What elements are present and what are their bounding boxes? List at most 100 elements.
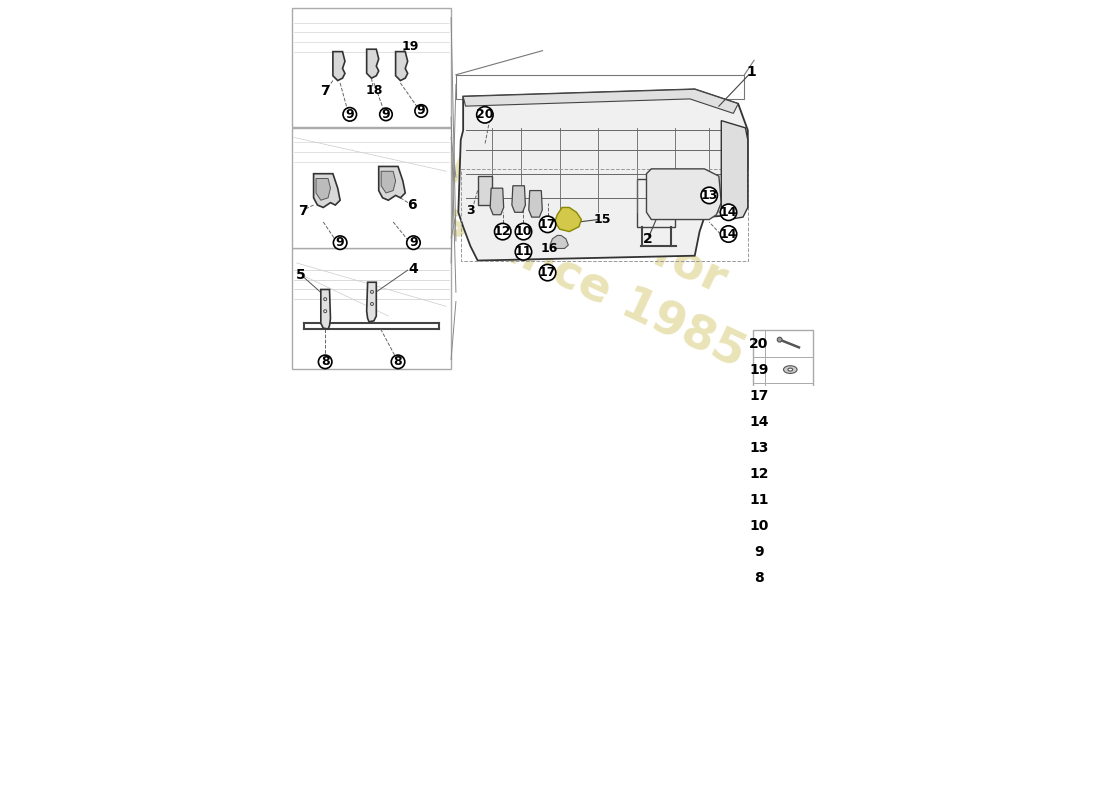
Polygon shape [785, 390, 795, 396]
Polygon shape [366, 282, 376, 322]
Polygon shape [788, 573, 793, 579]
Text: 14: 14 [749, 414, 769, 429]
Circle shape [333, 236, 346, 250]
Text: 9: 9 [417, 105, 426, 118]
Polygon shape [512, 186, 526, 212]
Text: 2: 2 [642, 232, 652, 246]
Text: 7: 7 [320, 84, 330, 98]
Circle shape [539, 216, 556, 233]
Text: 10: 10 [515, 225, 532, 238]
Circle shape [392, 355, 405, 369]
Polygon shape [366, 50, 378, 78]
Polygon shape [459, 90, 748, 261]
Circle shape [778, 338, 782, 342]
Circle shape [379, 108, 393, 121]
Bar [637, 178, 675, 226]
Text: 10: 10 [749, 519, 769, 533]
Circle shape [476, 106, 493, 123]
Text: 9: 9 [409, 236, 418, 249]
Text: 14: 14 [719, 227, 737, 241]
Bar [292, 8, 451, 127]
Polygon shape [321, 290, 330, 329]
Circle shape [720, 204, 737, 221]
Polygon shape [722, 121, 748, 219]
Ellipse shape [785, 415, 795, 420]
Circle shape [371, 302, 373, 306]
Bar [477, 176, 492, 205]
Ellipse shape [785, 498, 795, 502]
Bar [455, 74, 745, 99]
Circle shape [343, 107, 356, 121]
Text: 4: 4 [408, 262, 418, 276]
Text: 857 05: 857 05 [751, 630, 814, 649]
Ellipse shape [788, 368, 793, 371]
Text: 20: 20 [476, 108, 494, 122]
Circle shape [495, 223, 510, 240]
Text: 15: 15 [593, 213, 611, 226]
Text: 17: 17 [539, 218, 557, 231]
Circle shape [515, 223, 531, 240]
Text: 18: 18 [365, 84, 383, 97]
Polygon shape [378, 166, 405, 200]
Ellipse shape [783, 366, 798, 374]
Circle shape [371, 290, 373, 294]
Polygon shape [314, 174, 340, 207]
Polygon shape [550, 235, 569, 249]
Text: 9: 9 [755, 545, 763, 559]
Polygon shape [396, 52, 408, 81]
Text: 11: 11 [749, 493, 769, 507]
Text: 14: 14 [719, 206, 737, 218]
Text: 1: 1 [747, 66, 757, 79]
Polygon shape [529, 190, 542, 217]
Text: 9: 9 [345, 108, 354, 121]
Text: a passion for
parts since 1985: a passion for parts since 1985 [332, 96, 778, 377]
Bar [292, 249, 451, 369]
Circle shape [539, 264, 556, 281]
Bar [752, 597, 813, 633]
Text: 19: 19 [749, 362, 769, 377]
Text: 9: 9 [382, 108, 390, 121]
Polygon shape [463, 90, 738, 114]
Circle shape [323, 310, 327, 313]
Ellipse shape [784, 526, 796, 530]
Polygon shape [786, 546, 793, 554]
Text: 12: 12 [749, 466, 769, 481]
Text: 8: 8 [754, 571, 763, 585]
Text: 19: 19 [402, 40, 419, 54]
Bar [461, 169, 748, 261]
Text: 7: 7 [298, 204, 307, 218]
Ellipse shape [788, 449, 793, 451]
Circle shape [515, 244, 531, 260]
Text: 5: 5 [296, 268, 306, 282]
Ellipse shape [784, 446, 796, 453]
Text: 8: 8 [394, 355, 403, 368]
Text: 8: 8 [321, 355, 330, 368]
Text: 16: 16 [540, 242, 558, 255]
Text: 11: 11 [515, 246, 532, 258]
Circle shape [323, 298, 327, 301]
Text: 12: 12 [494, 225, 512, 238]
Circle shape [701, 187, 717, 204]
Polygon shape [381, 171, 396, 193]
Polygon shape [786, 495, 794, 505]
Text: 17: 17 [539, 266, 557, 279]
Polygon shape [333, 52, 345, 81]
Text: 13: 13 [701, 189, 718, 202]
Ellipse shape [788, 527, 793, 529]
Polygon shape [491, 188, 504, 214]
Text: 20: 20 [749, 337, 769, 350]
Polygon shape [647, 169, 722, 219]
Circle shape [720, 226, 737, 242]
Text: 3: 3 [466, 204, 475, 218]
Text: 9: 9 [336, 236, 344, 249]
Polygon shape [764, 602, 804, 622]
Circle shape [407, 236, 420, 250]
Bar [752, 330, 813, 591]
Polygon shape [316, 178, 330, 200]
Bar [752, 633, 813, 646]
Text: 13: 13 [749, 441, 769, 454]
Bar [794, 475, 800, 480]
Bar [292, 128, 451, 247]
Text: 17: 17 [749, 389, 769, 402]
Circle shape [789, 498, 792, 502]
